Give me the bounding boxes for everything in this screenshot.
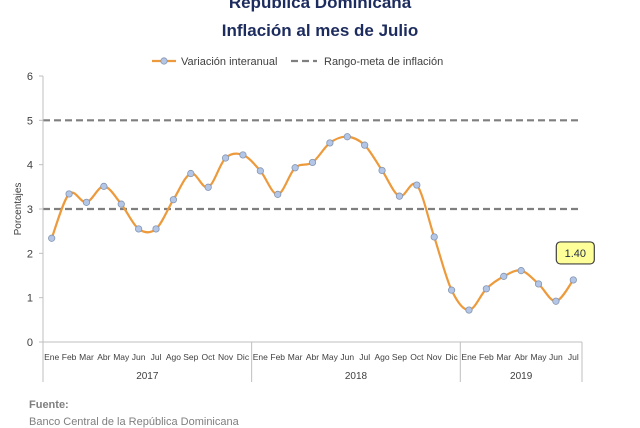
x-tick-label: Nov [218,352,234,362]
x-tick-label: Dic [237,352,250,362]
x-tick-label: Oct [410,352,424,362]
x-tick-label: Mar [288,352,303,362]
data-point [239,151,247,159]
x-tick-label: May [531,352,548,362]
data-point [343,133,351,141]
chart-title: República Dominicana [228,0,412,12]
y-tick-label: 3 [27,204,33,216]
x-tick-label: Feb [270,352,285,362]
source-label: Fuente: [29,399,69,411]
data-point [152,225,160,233]
x-tick-label: Jun [340,352,354,362]
legend: Variación interanual Rango-meta de inflac… [152,56,443,68]
y-tick-label: 2 [27,248,33,260]
callout-box [555,241,595,265]
year-label: 2019 [510,371,533,382]
data-point [465,306,473,314]
x-tick-label: Feb [62,352,77,362]
x-tick-label: Jul [568,352,579,362]
source-text: Banco Central de la República Dominicana [29,416,239,428]
x-tick-label: Jun [549,352,563,362]
chart-subtitle: Inflación al mes de Julio [221,21,419,40]
x-tick-label: Mar [79,352,94,362]
y-tick-label: 0 [27,337,33,349]
data-point [517,267,525,275]
x-tick-label: Ago [166,352,181,362]
x-tick-label: Oct [202,352,216,362]
data-point [135,225,143,233]
data-point [291,164,299,172]
data-point [48,234,56,242]
x-tick-label: Ene [44,352,59,362]
legend-marker-swatch [160,57,168,65]
x-tick-label: May [113,352,130,362]
callout-label: 1.40 [565,248,586,260]
data-point [413,181,421,189]
x-tick-label: Jul [151,352,162,362]
data-point [552,297,560,305]
data-point [65,190,73,198]
data-point [447,286,456,294]
data-point [430,233,438,241]
x-tick-label: Abr [97,352,110,362]
y-tick-label: 1 [27,293,33,305]
series-line [48,133,577,314]
x-tick-label: Jun [132,352,146,362]
x-tick-label: Ene [253,352,268,362]
y-axis-title: Porcentajes [13,183,24,236]
data-point [187,169,195,178]
data-point [378,166,386,175]
x-tick-label: Ago [374,352,389,362]
data-point [169,196,178,204]
data-point [256,167,264,175]
year-label: 2018 [345,371,368,382]
data-point [82,198,91,206]
data-point [395,192,404,200]
x-tick-label: Abr [306,352,319,362]
data-point [100,182,108,190]
y-tick-label: 6 [27,71,33,83]
legend-label: Rango-meta de inflación [324,56,443,68]
x-tick-label: Dic [445,352,458,362]
y-tick-label: 4 [27,160,33,172]
legend-label: Variación interanual [181,56,277,68]
data-point [308,158,317,167]
y-tick-label: 5 [27,115,33,127]
x-tick-label: Mar [496,352,511,362]
x-tick-label: Feb [479,352,494,362]
data-point [534,280,543,288]
data-point [482,285,490,293]
x-tick-label: Abr [515,352,528,362]
target-range-lines [43,119,581,211]
data-point [569,276,577,284]
x-tick-label: Jul [359,352,370,362]
x-tick-label: Sep [183,352,198,362]
data-point [326,139,334,147]
data-point [274,190,282,198]
data-point [361,141,369,149]
data-point [500,272,508,280]
x-tick-label: Ene [461,352,476,362]
year-label: 2017 [136,371,159,382]
data-point [117,200,125,208]
value-callout: 1.40 [555,241,595,265]
data-point [204,183,212,191]
x-tick-label: Sep [392,352,407,362]
data-point [221,154,230,162]
x-tick-label: Nov [427,352,443,362]
x-tick-label: May [322,352,339,362]
